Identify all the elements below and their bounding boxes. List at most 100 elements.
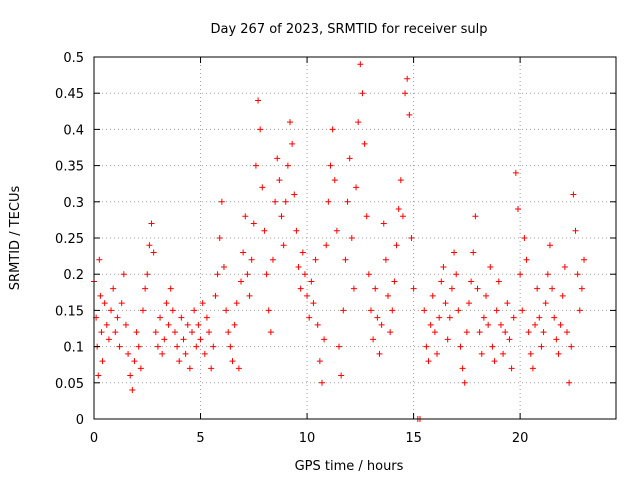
y-tick-label: 0.05: [55, 377, 84, 392]
data-point: [195, 321, 202, 328]
data-point: [255, 97, 262, 104]
data-point: [404, 75, 411, 82]
data-point: [257, 126, 264, 133]
data-point: [448, 285, 455, 292]
data-point: [216, 235, 223, 241]
x-axis-title: GPS time / hours: [295, 459, 404, 474]
data-point: [478, 350, 485, 357]
data-point: [563, 329, 570, 336]
data-point: [506, 336, 513, 343]
data-point: [133, 329, 140, 336]
data-point: [340, 307, 347, 314]
data-point: [118, 300, 125, 307]
grid-lines: [94, 57, 616, 419]
data-point: [355, 119, 362, 126]
data-point: [493, 307, 500, 314]
data-point: [572, 227, 579, 234]
data-point: [470, 249, 477, 256]
data-point: [440, 263, 447, 270]
data-point: [483, 292, 490, 299]
data-point: [434, 350, 441, 357]
data-point: [312, 256, 319, 263]
data-point: [553, 336, 560, 343]
data-point: [327, 162, 334, 169]
data-point: [461, 379, 468, 386]
data-point: [274, 155, 281, 162]
data-point: [325, 198, 332, 205]
data-point: [497, 321, 504, 328]
data-point: [431, 329, 438, 336]
data-point: [380, 220, 387, 227]
data-point: [389, 307, 396, 314]
y-tick-label: 0.2: [63, 268, 84, 283]
data-point: [201, 350, 208, 357]
data-point: [97, 292, 104, 299]
data-point: [295, 263, 302, 270]
y-tick-label: 0: [76, 413, 84, 428]
data-point: [353, 184, 360, 191]
data-point: [425, 358, 432, 365]
data-point: [176, 358, 183, 365]
data-point: [391, 278, 398, 285]
data-point: [517, 271, 524, 278]
data-point: [474, 285, 481, 292]
data-point: [246, 292, 253, 299]
data-point: [250, 220, 257, 227]
data-point: [538, 343, 545, 350]
data-point: [387, 329, 394, 336]
data-point: [551, 314, 558, 321]
data-point: [557, 321, 564, 328]
y-tick-label: 0.25: [55, 232, 84, 247]
data-point: [98, 329, 105, 336]
data-point: [301, 271, 308, 278]
data-point: [329, 126, 336, 133]
data-point: [442, 300, 449, 307]
data-point: [116, 343, 123, 350]
data-point: [542, 300, 549, 307]
data-point: [465, 300, 472, 307]
data-point: [480, 314, 487, 321]
data-point: [378, 321, 385, 328]
data-point: [223, 307, 230, 314]
data-point: [487, 263, 494, 270]
y-axis-title: SRMTID / TECUs: [8, 186, 23, 291]
data-point: [561, 263, 568, 270]
data-point: [240, 249, 247, 256]
data-point: [342, 256, 349, 263]
data-point: [161, 336, 168, 343]
data-point: [252, 162, 259, 169]
data-point: [191, 307, 198, 314]
data-point: [338, 372, 345, 379]
data-point: [122, 321, 129, 328]
data-point: [423, 343, 430, 350]
chart-title: Day 267 of 2023, SRMTID for receiver sul…: [210, 22, 487, 37]
data-point: [282, 198, 289, 205]
data-point: [231, 321, 238, 328]
data-point: [463, 329, 470, 336]
data-point: [399, 213, 406, 220]
data-point: [457, 343, 464, 350]
data-point: [363, 213, 370, 220]
data-point: [146, 242, 153, 249]
data-point: [529, 365, 536, 372]
data-point: [451, 249, 458, 256]
data-point: [203, 314, 210, 321]
data-point: [144, 271, 151, 278]
data-point: [476, 329, 483, 336]
data-point: [374, 314, 381, 321]
data-point: [101, 300, 108, 307]
data-point: [359, 90, 366, 97]
data-point: [397, 177, 404, 184]
data-point: [310, 300, 317, 307]
data-point: [370, 336, 377, 343]
data-point: [180, 336, 187, 343]
y-tick-label: 0.45: [55, 87, 84, 102]
data-point: [318, 379, 325, 386]
data-point: [576, 307, 583, 314]
data-point: [210, 343, 217, 350]
data-point: [559, 292, 566, 299]
data-point: [527, 350, 534, 357]
data-point: [459, 365, 466, 372]
data-point: [269, 256, 276, 263]
data-point: [208, 365, 215, 372]
